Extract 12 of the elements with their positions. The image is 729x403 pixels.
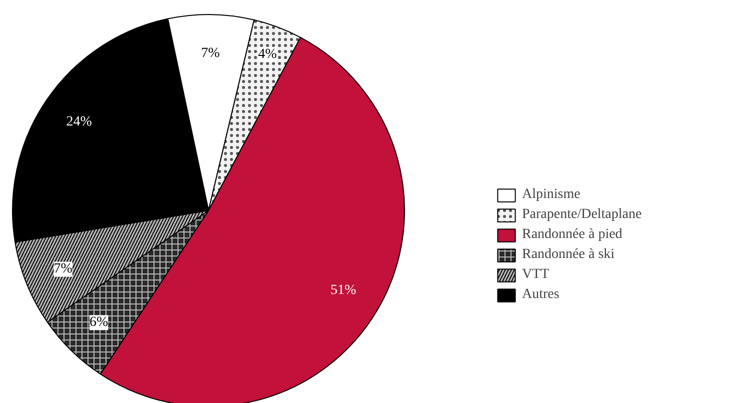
data-label: 51% (330, 283, 356, 298)
legend-label: Parapente/Deltaplane (522, 207, 642, 223)
data-label: 24% (66, 114, 92, 130)
legend-label: Autres (522, 287, 560, 303)
legend-label: VTT (522, 267, 550, 283)
data-label: 6% (90, 315, 109, 330)
legend-label: Randonnée à ski (522, 247, 615, 263)
data-label: 7% (54, 262, 73, 277)
data-label: 4% (258, 47, 278, 62)
legend-label: Alpinisme (522, 187, 580, 203)
data-label: 7% (201, 46, 220, 62)
legend-label: Randonnée à pied (522, 227, 622, 243)
